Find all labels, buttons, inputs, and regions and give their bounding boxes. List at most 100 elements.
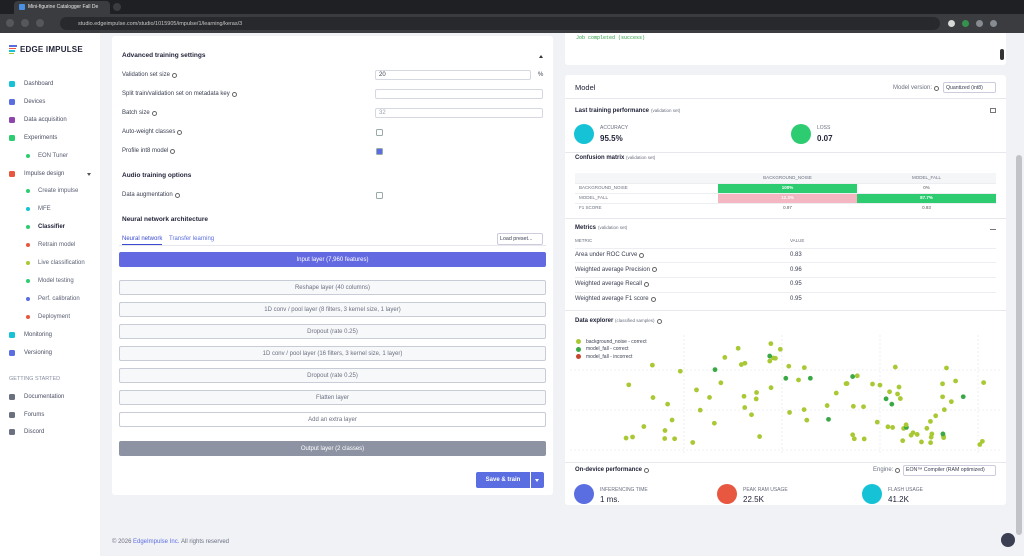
sample-point[interactable] <box>874 419 880 425</box>
sample-point[interactable] <box>662 436 668 441</box>
nav-item[interactable]: Impulse design <box>24 170 65 177</box>
sample-point[interactable] <box>742 360 748 366</box>
text-input[interactable] <box>375 108 543 118</box>
sample-point[interactable] <box>742 405 748 410</box>
help-icon[interactable] <box>172 72 177 78</box>
sample-point[interactable] <box>953 378 958 384</box>
sample-point[interactable] <box>908 432 914 438</box>
version-select[interactable] <box>943 82 996 93</box>
sample-point[interactable] <box>933 413 939 419</box>
layer[interactable] <box>119 302 546 317</box>
sample-point[interactable] <box>948 399 954 405</box>
nav-item[interactable]: Experiments <box>24 134 58 141</box>
download-icon[interactable] <box>990 225 996 230</box>
sample-point[interactable] <box>672 436 678 442</box>
help-icon[interactable] <box>657 318 662 324</box>
tab[interactable]: Transfer learning <box>169 236 215 242</box>
sample-point[interactable] <box>754 390 759 395</box>
sample-point[interactable] <box>741 393 747 399</box>
sample-point[interactable] <box>796 377 801 383</box>
sample-point[interactable] <box>940 394 945 400</box>
tab[interactable]: Neural network <box>122 236 163 242</box>
sample-point[interactable] <box>929 431 935 437</box>
sample-point[interactable] <box>900 438 906 444</box>
nav-subitem[interactable]: Model testing <box>38 277 74 284</box>
tab[interactable] <box>14 1 110 14</box>
sample-point[interactable] <box>807 375 813 381</box>
layer[interactable] <box>119 324 546 339</box>
layer[interactable] <box>119 280 546 295</box>
nav-item[interactable]: Data acquisition <box>24 116 67 123</box>
browser-icon[interactable] <box>948 20 955 27</box>
sample-point[interactable] <box>928 418 933 424</box>
layer[interactable] <box>119 252 546 267</box>
sample-point[interactable] <box>767 353 773 359</box>
sample-point[interactable] <box>861 404 866 410</box>
sample-point[interactable] <box>850 403 856 409</box>
sample-point[interactable] <box>707 394 712 400</box>
sample-point[interactable] <box>897 396 903 401</box>
sample-point[interactable] <box>890 425 896 430</box>
preset-select[interactable] <box>497 233 543 245</box>
help-link[interactable]: Forums <box>24 411 45 418</box>
sample-point[interactable] <box>941 407 947 413</box>
sample-point[interactable] <box>649 362 655 368</box>
sample-point[interactable] <box>650 395 656 400</box>
nav-subitem[interactable]: Perf. calibration <box>38 295 80 302</box>
sample-point[interactable] <box>850 432 856 438</box>
sample-point[interactable] <box>889 401 895 407</box>
nav-item[interactable]: Devices <box>24 98 46 105</box>
sample-point[interactable] <box>753 396 759 402</box>
sample-point[interactable] <box>896 384 902 390</box>
sample-point[interactable] <box>981 380 987 386</box>
sample-point[interactable] <box>623 435 629 441</box>
new-tab[interactable] <box>113 3 121 11</box>
sample-point[interactable] <box>854 373 860 379</box>
sample-point[interactable] <box>895 391 900 397</box>
sample-point[interactable] <box>801 365 807 371</box>
nav-button[interactable] <box>21 19 29 27</box>
nav-subitem[interactable]: Live classification <box>38 260 85 266</box>
sample-point[interactable] <box>749 412 754 418</box>
help-icon[interactable] <box>152 110 157 116</box>
sample-point[interactable] <box>941 435 947 441</box>
nav-subitem[interactable]: EON Tuner <box>38 152 69 159</box>
nav-subitem[interactable]: Deployment <box>38 313 71 320</box>
help-link[interactable]: Documentation <box>24 394 65 400</box>
sample-point[interactable] <box>626 382 632 388</box>
sample-point[interactable] <box>677 368 683 374</box>
sample-point[interactable] <box>833 390 839 396</box>
collapse-caret[interactable] <box>539 55 543 58</box>
sample-point[interactable] <box>940 431 946 437</box>
sample-point[interactable] <box>919 439 924 445</box>
address-field[interactable] <box>60 17 940 30</box>
sample-point[interactable] <box>977 442 983 447</box>
text-input[interactable] <box>375 70 531 80</box>
sample-point[interactable] <box>757 434 763 439</box>
sample-point[interactable] <box>960 394 966 400</box>
explorer-plot[interactable] <box>565 330 1006 460</box>
sample-point[interactable] <box>718 380 724 386</box>
text-input[interactable] <box>375 89 543 99</box>
sample-point[interactable] <box>892 364 898 370</box>
nav-subitem[interactable]: Retrain model <box>38 242 76 249</box>
help-icon[interactable] <box>895 467 900 473</box>
engine-select[interactable] <box>903 464 996 476</box>
sample-point[interactable] <box>665 401 671 407</box>
sample-point[interactable] <box>850 374 856 379</box>
sample-point[interactable] <box>767 358 773 364</box>
sample-point[interactable] <box>777 346 783 352</box>
browser-icon[interactable] <box>990 20 997 27</box>
layer[interactable] <box>119 390 546 405</box>
sample-point[interactable] <box>783 375 789 381</box>
nav-item[interactable]: Versioning <box>24 349 53 356</box>
sample-point[interactable] <box>711 420 717 426</box>
sample-point[interactable] <box>768 385 774 391</box>
nav-subitem[interactable]: Create impulse <box>38 188 79 195</box>
help-icon[interactable] <box>639 252 644 258</box>
help-icon[interactable] <box>232 91 237 97</box>
sample-point[interactable] <box>928 440 933 446</box>
sample-point[interactable] <box>722 354 728 360</box>
sample-point[interactable] <box>887 389 892 395</box>
chat-button[interactable] <box>1001 533 1015 547</box>
